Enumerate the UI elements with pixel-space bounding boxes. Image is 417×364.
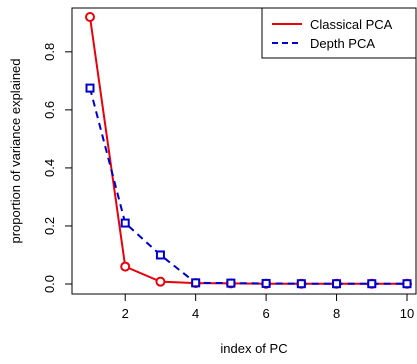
y-axis-label: proportion of variance explained [8, 58, 23, 243]
data-point-depth-pca [296, 279, 306, 289]
x-tick-label: 8 [333, 306, 340, 321]
legend-label-classical-pca: Classical PCA [310, 17, 393, 32]
data-point-classical-pca [85, 12, 95, 22]
data-point-depth-pca [332, 279, 342, 289]
x-tick-label: 4 [192, 306, 199, 321]
x-tick-label: 2 [122, 306, 129, 321]
y-tick-label: 0.2 [42, 217, 57, 235]
y-tick-label: 0.4 [42, 159, 57, 177]
legend-box [261, 7, 417, 59]
series-line-depth-pca [89, 87, 407, 285]
data-point-classical-pca [120, 261, 131, 272]
data-point-depth-pca [261, 278, 271, 288]
data-point-depth-pca [85, 83, 95, 93]
x-axis-label: index of PC [220, 341, 287, 356]
data-point-depth-pca [155, 250, 165, 260]
data-point-classical-pca [155, 276, 166, 287]
series-layer [85, 12, 412, 289]
legend: Classical PCA Depth PCA [261, 7, 417, 59]
y-tick-label: 0.8 [42, 43, 57, 61]
y-tick-label: 0.6 [42, 101, 57, 119]
y-tick-label: 0.0 [42, 275, 57, 293]
plot-frame [71, 7, 417, 295]
data-point-depth-pca [367, 279, 377, 289]
x-axis: 2 4 6 8 10 [122, 294, 414, 321]
data-point-depth-pca [226, 278, 236, 288]
x-tick-label: 6 [262, 306, 269, 321]
y-axis: 0.0 0.2 0.4 0.6 0.8 [42, 43, 72, 293]
data-point-depth-pca [120, 218, 130, 228]
data-point-depth-pca [402, 279, 412, 289]
x-tick-label: 10 [400, 306, 414, 321]
legend-label-depth-pca: Depth PCA [310, 36, 375, 51]
data-point-depth-pca [191, 278, 201, 288]
